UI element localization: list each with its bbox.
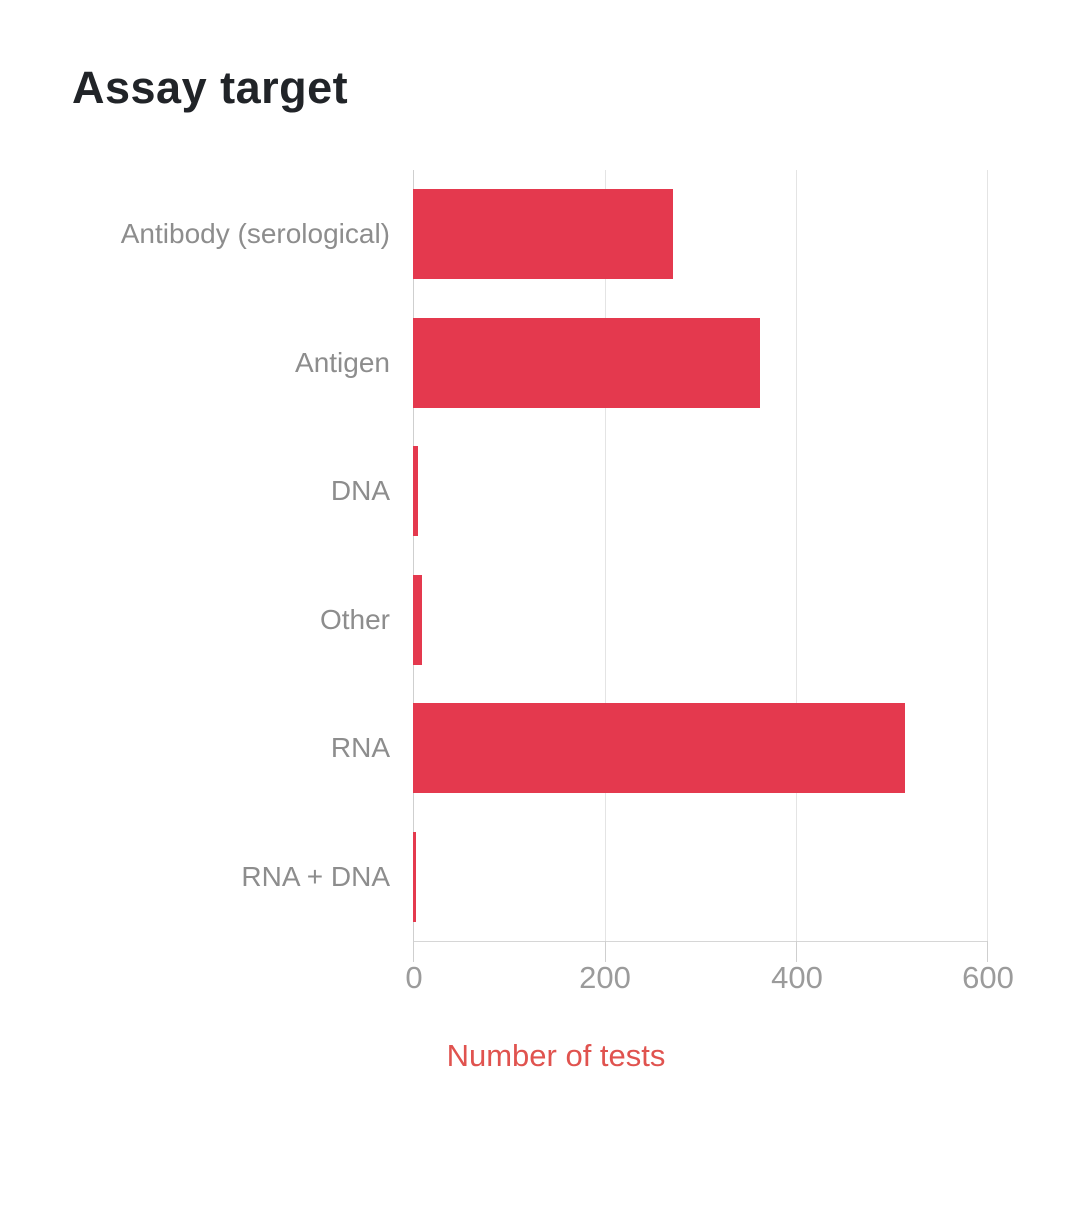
bar-area	[413, 317, 988, 408]
category-label: DNA	[330, 475, 390, 507]
bar-row: Other	[0, 556, 988, 685]
bar	[413, 831, 416, 922]
bar	[413, 317, 760, 408]
category-label: RNA + DNA	[241, 860, 390, 892]
x-axis-tick-label: 400	[771, 960, 823, 995]
bar-area	[413, 446, 988, 537]
bar-row: Antigen	[0, 299, 988, 428]
bar-rows: Antibody (serological) Antigen DNA Other…	[0, 170, 988, 941]
x-axis-line	[413, 941, 988, 942]
category-label: Other	[319, 603, 390, 635]
x-axis-tick	[987, 941, 988, 962]
gridline-600	[987, 170, 988, 941]
bar-row: RNA	[0, 684, 988, 813]
bar-area	[413, 189, 988, 280]
category-label: Antigen	[295, 346, 390, 378]
plot-area	[413, 170, 988, 941]
bar-area	[413, 703, 988, 794]
x-axis-tick-label: 600	[962, 960, 1014, 995]
gridline-0	[413, 170, 414, 941]
x-axis-tick-label: 0	[405, 960, 423, 995]
bar	[413, 574, 422, 665]
bar-area	[413, 831, 988, 922]
bar-row: RNA + DNA	[0, 813, 988, 942]
bar	[413, 703, 905, 794]
x-axis-tick	[604, 941, 606, 962]
x-axis-title: Number of tests	[446, 1038, 666, 1073]
bar	[413, 446, 418, 537]
x-axis-tick-label: 200	[579, 960, 631, 995]
gridline-400	[796, 170, 798, 941]
chart-title: Assay target	[72, 62, 349, 113]
x-axis-tick	[413, 941, 414, 962]
bar-row: Antibody (serological)	[0, 170, 988, 299]
x-axis-tick	[796, 941, 798, 962]
category-label: Antibody (serological)	[120, 218, 390, 250]
category-label: RNA	[330, 732, 390, 764]
bar-area	[413, 574, 988, 665]
bar	[413, 189, 673, 280]
gridline-200	[604, 170, 606, 941]
bar-row: DNA	[0, 427, 988, 556]
